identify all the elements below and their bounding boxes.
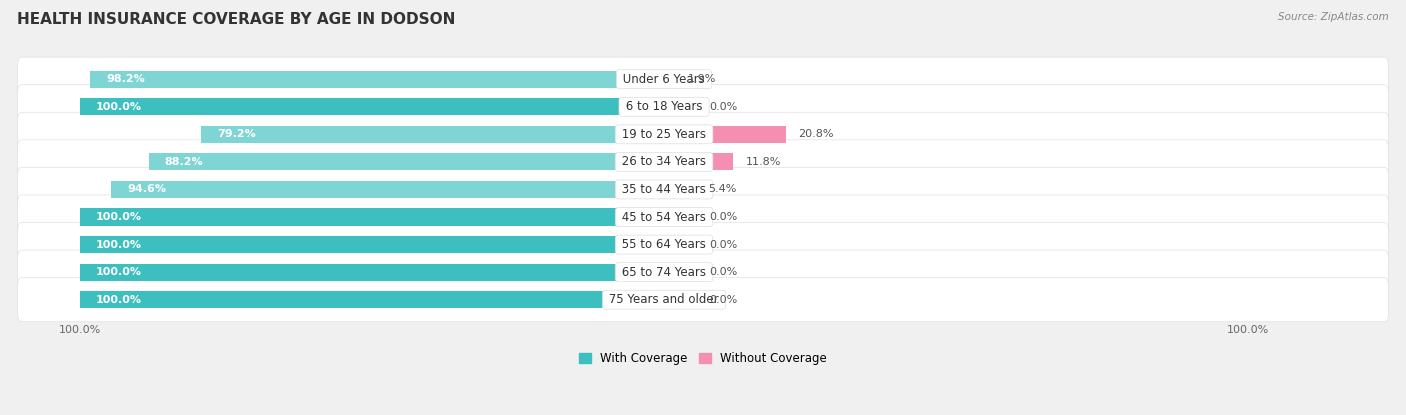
Text: 0.0%: 0.0% bbox=[710, 212, 738, 222]
FancyBboxPatch shape bbox=[18, 278, 1388, 322]
FancyBboxPatch shape bbox=[18, 250, 1388, 294]
Text: 6 to 18 Years: 6 to 18 Years bbox=[621, 100, 706, 113]
Bar bbox=[149, 153, 664, 171]
Bar bbox=[664, 98, 696, 115]
FancyBboxPatch shape bbox=[18, 140, 1388, 184]
Bar bbox=[664, 264, 696, 281]
Text: 94.6%: 94.6% bbox=[127, 184, 166, 195]
Legend: With Coverage, Without Coverage: With Coverage, Without Coverage bbox=[574, 348, 832, 370]
Text: 0.0%: 0.0% bbox=[710, 102, 738, 112]
Bar bbox=[664, 126, 786, 143]
Bar bbox=[664, 208, 696, 226]
Bar bbox=[664, 153, 733, 171]
Text: 20.8%: 20.8% bbox=[799, 129, 834, 139]
FancyBboxPatch shape bbox=[18, 85, 1388, 129]
Text: 11.8%: 11.8% bbox=[747, 157, 782, 167]
FancyBboxPatch shape bbox=[18, 167, 1388, 212]
Text: 1.9%: 1.9% bbox=[688, 74, 717, 84]
Bar bbox=[80, 236, 664, 253]
Text: 0.0%: 0.0% bbox=[710, 239, 738, 249]
Bar bbox=[80, 291, 664, 308]
Text: 98.2%: 98.2% bbox=[105, 74, 145, 84]
Text: 0.0%: 0.0% bbox=[710, 295, 738, 305]
Text: 100.0%: 100.0% bbox=[96, 295, 142, 305]
Text: 100.0%: 100.0% bbox=[96, 102, 142, 112]
Text: 88.2%: 88.2% bbox=[165, 157, 202, 167]
Text: 0.0%: 0.0% bbox=[710, 267, 738, 277]
Bar bbox=[664, 236, 696, 253]
Text: 75 Years and older: 75 Years and older bbox=[606, 293, 723, 306]
Bar bbox=[664, 181, 696, 198]
Text: HEALTH INSURANCE COVERAGE BY AGE IN DODSON: HEALTH INSURANCE COVERAGE BY AGE IN DODS… bbox=[17, 12, 456, 27]
FancyBboxPatch shape bbox=[18, 57, 1388, 101]
Text: 45 to 54 Years: 45 to 54 Years bbox=[619, 210, 710, 224]
Text: 100.0%: 100.0% bbox=[96, 212, 142, 222]
Text: 79.2%: 79.2% bbox=[217, 129, 256, 139]
Text: 26 to 34 Years: 26 to 34 Years bbox=[619, 155, 710, 168]
Bar bbox=[90, 71, 664, 88]
Text: 100.0%: 100.0% bbox=[96, 239, 142, 249]
Bar bbox=[80, 98, 664, 115]
Bar bbox=[111, 181, 664, 198]
Text: 5.4%: 5.4% bbox=[709, 184, 737, 195]
FancyBboxPatch shape bbox=[18, 222, 1388, 266]
Text: 35 to 44 Years: 35 to 44 Years bbox=[619, 183, 710, 196]
FancyBboxPatch shape bbox=[18, 195, 1388, 239]
Text: Source: ZipAtlas.com: Source: ZipAtlas.com bbox=[1278, 12, 1389, 22]
Bar bbox=[80, 208, 664, 226]
FancyBboxPatch shape bbox=[18, 112, 1388, 156]
Text: Under 6 Years: Under 6 Years bbox=[619, 73, 709, 85]
Text: 55 to 64 Years: 55 to 64 Years bbox=[619, 238, 710, 251]
Text: 100.0%: 100.0% bbox=[96, 267, 142, 277]
Bar bbox=[201, 126, 664, 143]
Bar bbox=[664, 291, 696, 308]
Bar bbox=[80, 264, 664, 281]
Text: 19 to 25 Years: 19 to 25 Years bbox=[619, 128, 710, 141]
Text: 65 to 74 Years: 65 to 74 Years bbox=[619, 266, 710, 278]
Bar bbox=[664, 71, 675, 88]
